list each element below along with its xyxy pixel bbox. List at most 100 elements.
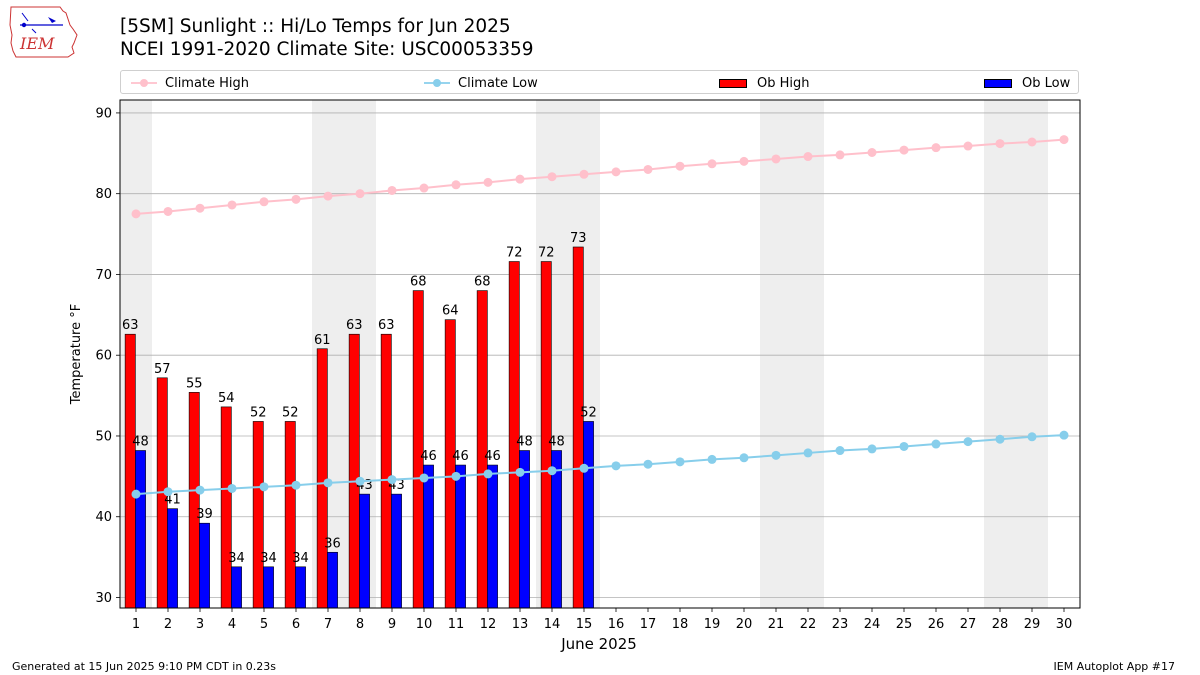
climate-low-point bbox=[291, 480, 301, 490]
ob-high-label: 52 bbox=[250, 405, 267, 420]
x-tick-label: 18 bbox=[672, 617, 689, 632]
x-tick-label: 14 bbox=[544, 617, 561, 632]
climate-high-line bbox=[135, 138, 1065, 215]
x-tick-label: 6 bbox=[292, 617, 300, 632]
x-tick-label: 8 bbox=[356, 617, 364, 632]
ob-low-bar bbox=[167, 508, 178, 609]
climate-low-point bbox=[451, 471, 461, 481]
weekend-band bbox=[984, 100, 1048, 608]
x-tick-label: 10 bbox=[416, 617, 433, 632]
footer-app: IEM Autoplot App #17 bbox=[1053, 660, 1176, 673]
climate-high-point bbox=[899, 145, 909, 155]
legend-label: Climate Low bbox=[458, 75, 538, 91]
x-tick-label: 11 bbox=[448, 617, 465, 632]
climate-low-point bbox=[707, 454, 717, 464]
ob-low-bar bbox=[423, 464, 434, 609]
climate-low-point bbox=[547, 466, 557, 476]
ob-low-label: 52 bbox=[580, 405, 597, 420]
weekend-band bbox=[760, 100, 824, 608]
climate-low-point bbox=[323, 478, 333, 488]
climate-high-point bbox=[131, 209, 141, 219]
climate-low-point bbox=[643, 459, 653, 469]
legend-item-climate-high: Climate High bbox=[131, 74, 249, 92]
x-tick-label: 13 bbox=[512, 617, 529, 632]
legend-item-ob-low: Ob Low bbox=[984, 74, 1070, 92]
climate-high-point bbox=[675, 161, 685, 171]
climate-low-line-icon bbox=[424, 79, 450, 87]
climate-high-point bbox=[707, 159, 717, 169]
x-tick-label: 25 bbox=[896, 617, 913, 632]
climate-low-point bbox=[355, 476, 365, 486]
climate-high-point bbox=[611, 167, 621, 177]
climate-high-point bbox=[995, 139, 1005, 149]
climate-high-point bbox=[547, 172, 557, 182]
y-tick-label: 40 bbox=[95, 510, 112, 525]
ob-high-label: 61 bbox=[314, 333, 331, 348]
climate-high-point bbox=[1059, 135, 1069, 145]
y-axis-label: Temperature °F bbox=[69, 304, 84, 405]
x-tick-label: 5 bbox=[260, 617, 268, 632]
x-axis-label: June 2025 bbox=[560, 635, 637, 653]
climate-high-point bbox=[163, 206, 173, 216]
ob-low-bar bbox=[455, 464, 466, 609]
climate-high-point bbox=[419, 183, 429, 193]
x-tick-label: 12 bbox=[480, 617, 497, 632]
x-tick-label: 26 bbox=[928, 617, 945, 632]
ob-high-label: 63 bbox=[378, 318, 395, 333]
ob-high-label: 73 bbox=[570, 231, 587, 246]
x-tick-label: 24 bbox=[864, 617, 881, 632]
climate-high-point bbox=[483, 177, 493, 187]
x-tick-label: 17 bbox=[640, 617, 657, 632]
ob-high-label: 72 bbox=[506, 246, 523, 261]
legend-marker bbox=[140, 79, 148, 87]
ob-high-label: 64 bbox=[442, 304, 459, 319]
ob-low-bar bbox=[199, 522, 210, 609]
ob-low-label: 41 bbox=[164, 493, 181, 508]
climate-high-point bbox=[643, 164, 653, 174]
climate-low-point bbox=[675, 457, 685, 467]
footer-generated: Generated at 15 Jun 2025 9:10 PM CDT in … bbox=[12, 660, 277, 673]
ob-high-label: 57 bbox=[154, 362, 171, 377]
climate-low-point bbox=[195, 485, 205, 495]
ob-high-bar bbox=[284, 421, 296, 609]
climate-low-point bbox=[739, 453, 749, 463]
y-tick-label: 60 bbox=[95, 349, 112, 364]
climate-low-point bbox=[483, 469, 493, 479]
ob-low-bar bbox=[231, 566, 242, 609]
climate-low-point bbox=[515, 467, 525, 477]
y-tick-label: 90 bbox=[95, 106, 112, 121]
ob-low-bar bbox=[359, 493, 370, 609]
climate-high-point bbox=[963, 141, 973, 151]
ob-low-label: 46 bbox=[420, 449, 437, 464]
iem-logo: IEM bbox=[9, 6, 78, 58]
climate-low-point bbox=[995, 434, 1005, 444]
climate-low-point bbox=[579, 463, 589, 473]
ob-high-label: 54 bbox=[218, 391, 235, 406]
ob-high-label: 68 bbox=[474, 275, 491, 290]
climate-low-point bbox=[867, 444, 877, 454]
ob-low-bar bbox=[295, 566, 306, 609]
legend: Climate High Climate Low Ob High Ob Low bbox=[120, 70, 1079, 94]
x-tick-label: 15 bbox=[576, 617, 593, 632]
climate-high-point bbox=[803, 152, 813, 162]
climate-low-point bbox=[835, 446, 845, 456]
x-tick-label: 9 bbox=[388, 617, 396, 632]
climate-low-point bbox=[771, 450, 781, 460]
climate-low-point bbox=[803, 448, 813, 458]
climate-low-point bbox=[419, 473, 429, 483]
y-tick-label: 30 bbox=[95, 591, 112, 606]
x-tick-label: 22 bbox=[800, 617, 817, 632]
climate-low-line bbox=[135, 434, 1065, 496]
climate-low-point bbox=[131, 489, 141, 499]
ob-high-bar bbox=[124, 333, 136, 609]
climate-high-point bbox=[259, 197, 269, 207]
ob-low-label: 36 bbox=[324, 536, 341, 551]
climate-high-point bbox=[1027, 137, 1037, 147]
climate-high-point bbox=[867, 147, 877, 157]
ob-high-bar bbox=[380, 333, 392, 609]
ob-low-label: 48 bbox=[548, 435, 565, 450]
x-tick-label: 4 bbox=[228, 617, 236, 632]
ob-low-bar bbox=[135, 450, 146, 609]
x-tick-label: 2 bbox=[164, 617, 172, 632]
